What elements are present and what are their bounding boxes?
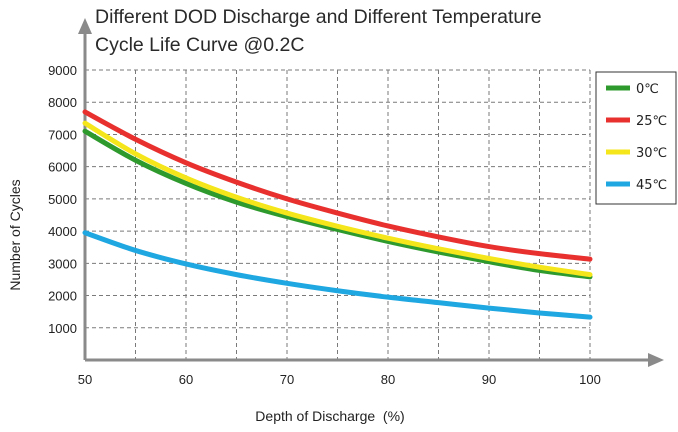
x-tick-label: 90 <box>482 372 496 387</box>
series-lines <box>82 109 593 320</box>
legend-label: 25℃ <box>636 114 667 129</box>
y-tick-label: 8000 <box>48 95 77 110</box>
series-line <box>82 120 593 278</box>
y-tick-label: 1000 <box>48 321 77 336</box>
series-line <box>82 230 593 320</box>
y-tick-label: 6000 <box>48 160 77 175</box>
x-tick-label: 50 <box>78 372 92 387</box>
y-tick-label: 7000 <box>48 127 77 142</box>
x-axis-arrowhead <box>648 353 664 367</box>
series-line <box>82 128 593 280</box>
y-tick-label: 9000 <box>48 63 77 78</box>
legend-label: 0℃ <box>636 82 659 97</box>
series-line <box>82 109 593 262</box>
y-tick-label: 3000 <box>48 256 77 271</box>
x-tick-label: 80 <box>381 372 395 387</box>
tick-labels: 1000 2000 3000 4000 5000 6000 7000 8000 9000 50 60… <box>48 63 601 387</box>
y-tick-label: 4000 <box>48 224 77 239</box>
x-axis-label: Depth of Discharge (%) <box>255 408 404 424</box>
legend-label: 45℃ <box>636 178 667 193</box>
y-axis-label: Number of Cycles <box>7 179 23 290</box>
x-tick-label: 60 <box>179 372 193 387</box>
grid <box>85 69 591 360</box>
legend: 0℃ 25℃ 30℃ 45℃ <box>595 71 677 205</box>
y-axis-arrowhead <box>78 18 92 34</box>
x-tick-label: 70 <box>280 372 294 387</box>
axes <box>78 18 664 367</box>
y-tick-label: 2000 <box>48 289 77 304</box>
legend-label: 30℃ <box>636 146 667 161</box>
x-tick-label: 100 <box>579 372 601 387</box>
y-tick-label: 5000 <box>48 192 77 207</box>
chart-title-line-1: Different DOD Discharge and Different Te… <box>95 6 542 28</box>
chart-title-line-2: Cycle Life Curve @0.2C <box>95 34 304 56</box>
